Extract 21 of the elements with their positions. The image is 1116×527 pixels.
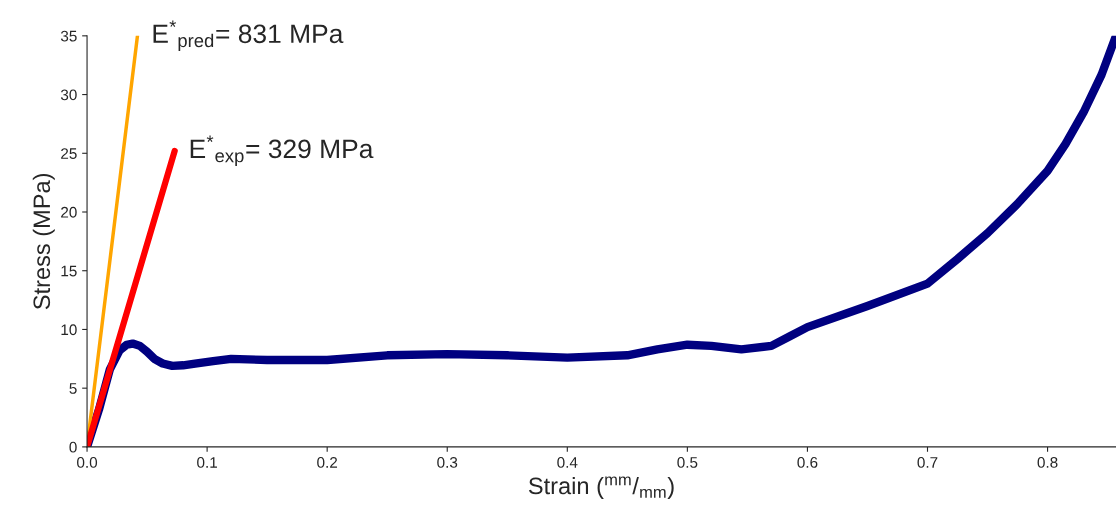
x-tick-label: 0.7 [917,457,938,468]
y-tick-label: 15 [61,265,77,277]
x-tick-label: 0.5 [677,457,698,468]
y-axis-title: Stress (MPa) [32,173,55,310]
annotation: E$^{*}$$_{exp}$= 329 MPa [190,135,374,166]
x-tick-label: 0.3 [437,457,458,468]
annotation: E$^{*}$$_{pred}$= 831 MPa [153,20,344,51]
y-tick-label: 30 [60,89,77,101]
x-axis-title: Strain ($^{mm}$/$_{mm}$) [528,476,674,499]
x-tick-label: 0.1 [197,457,217,468]
x-tick-label: 0.8 [1037,457,1058,468]
y-tick-label: 35 [60,30,77,42]
x-tick-label: 0.4 [557,457,578,468]
y-tick-label: 0 [69,441,77,453]
y-tick-label: 25 [61,148,77,159]
y-tick-label: 5 [69,383,77,394]
y-tick-label: 20 [61,206,77,218]
x-tick-label: 0.0 [77,457,98,468]
x-tick-label: 0.2 [317,457,338,468]
y-tick-label: 10 [61,324,77,336]
x-tick-label: 0.6 [797,457,818,468]
